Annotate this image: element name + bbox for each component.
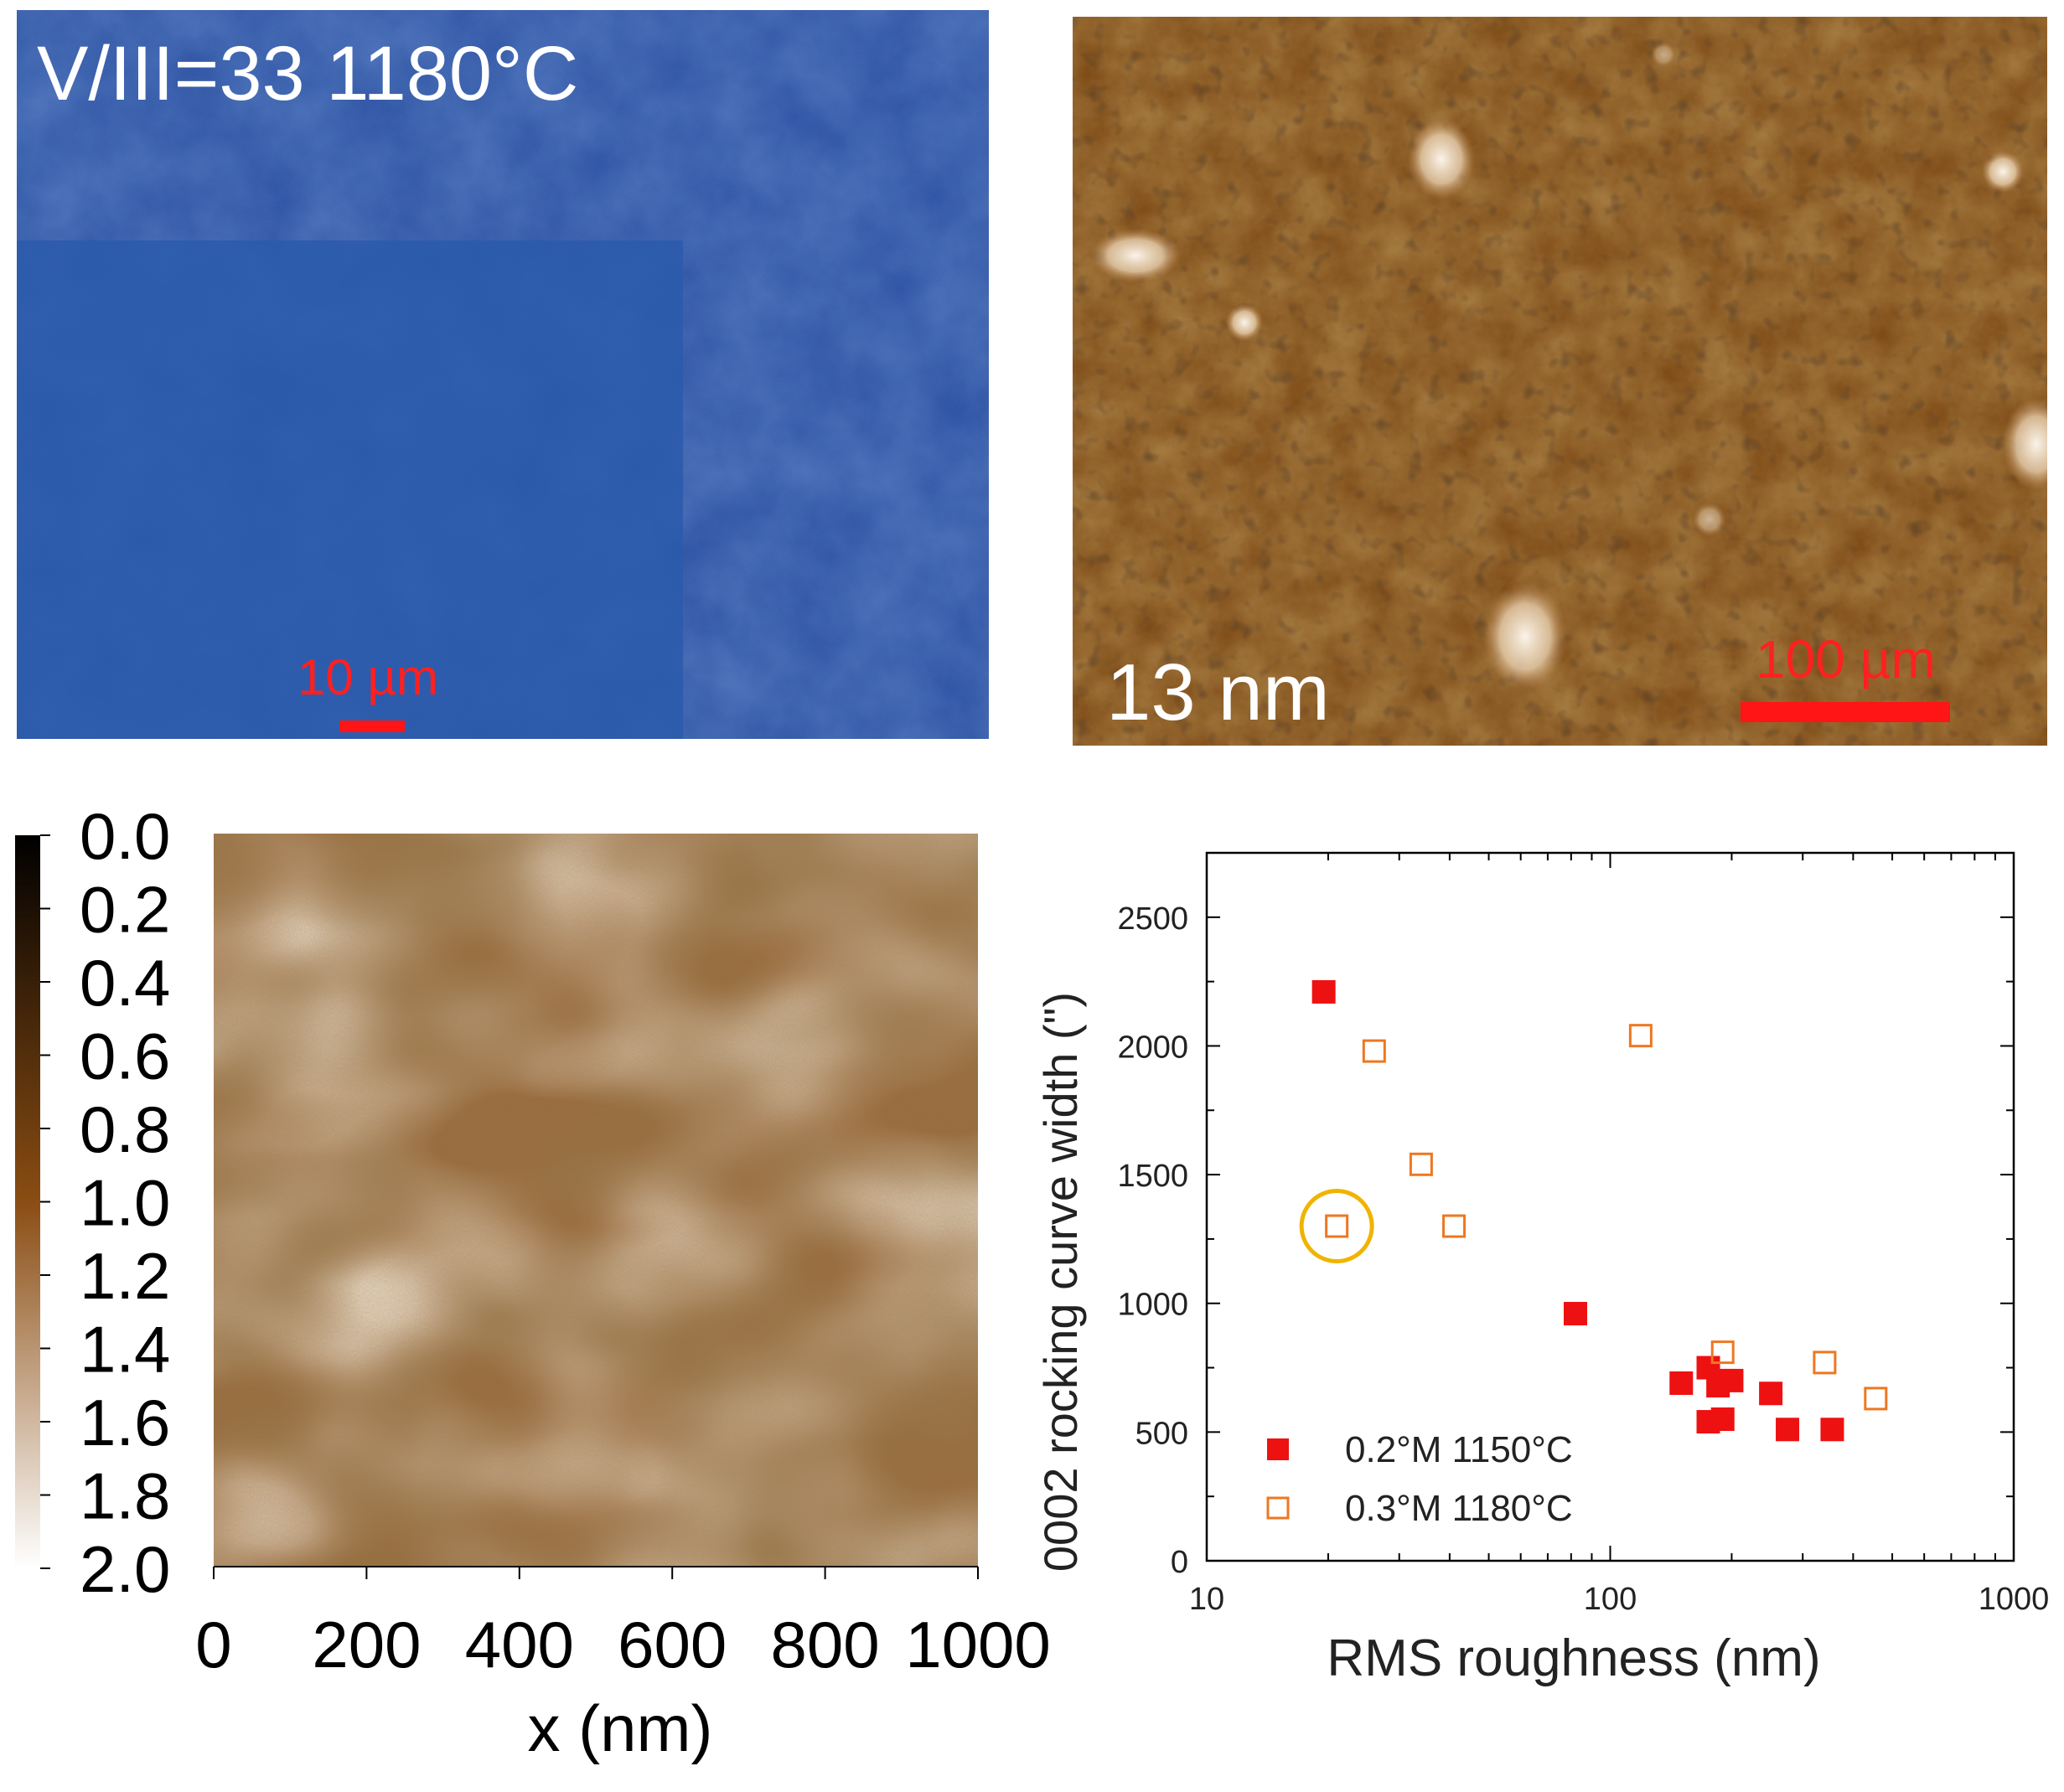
x-tick-label: 10 bbox=[1189, 1582, 1224, 1617]
x-tick-label: 100 bbox=[1584, 1582, 1637, 1617]
legend: 0.2°M 1150°C 0.3°M 1180°C bbox=[1266, 1429, 1573, 1529]
x-tick-label: 0 bbox=[195, 1608, 231, 1681]
rocking-curve-scatter: 0 500 1000 1500 2000 2500 10 100 1000 0.2°M 1150… bbox=[1034, 851, 2050, 1687]
colorbar-tick-label: 1.8 bbox=[80, 1459, 170, 1533]
y-tick-label: 1000 bbox=[1117, 1288, 1188, 1323]
scale-bar-label: 100 µm bbox=[1756, 629, 1936, 689]
colorbar-tick-label: 0.6 bbox=[80, 1020, 170, 1093]
colorbar-tick-label: 1.4 bbox=[80, 1313, 170, 1387]
colorbar-tick-label: 0.2 bbox=[80, 873, 170, 947]
data-point-series-2 bbox=[1628, 1024, 1653, 1048]
highlight-circle bbox=[1299, 1189, 1374, 1264]
colorbar-gradient bbox=[15, 835, 40, 1568]
afm-texture bbox=[1073, 17, 2047, 746]
y-tick-label: 1500 bbox=[1117, 1159, 1188, 1194]
afm-height-image bbox=[214, 834, 978, 1567]
data-point-series-2 bbox=[1864, 1387, 1888, 1411]
afm-height-map-figure: 0.00.20.40.60.81.01.21.41.61.82.0 0 200 40… bbox=[15, 804, 1051, 1765]
data-point-series-1 bbox=[1669, 1371, 1694, 1395]
colorbar-tick-label: 0.8 bbox=[80, 1092, 170, 1166]
data-point-series-1 bbox=[1311, 979, 1336, 1004]
x-axis: 0 200 400 600 800 1000 x (nm) bbox=[195, 1566, 1051, 1765]
data-point-series-2 bbox=[1362, 1039, 1386, 1063]
legend-label: 0.2°M 1150°C bbox=[1345, 1429, 1573, 1470]
plot-frame bbox=[1205, 851, 2015, 1562]
x-tick-label: 800 bbox=[771, 1608, 880, 1681]
colorbar: 0.00.20.40.60.81.01.21.41.61.82.0 bbox=[15, 804, 170, 1606]
x-axis-label: RMS roughness (nm) bbox=[1327, 1629, 1820, 1687]
data-point-series-1 bbox=[1820, 1418, 1844, 1442]
data-point-series-2 bbox=[1710, 1340, 1735, 1365]
scale-bar bbox=[339, 720, 405, 732]
data-point-series-2 bbox=[1813, 1350, 1837, 1375]
colorbar-tick-label: 1.2 bbox=[80, 1239, 170, 1313]
colorbar-tick-label: 1.6 bbox=[80, 1386, 170, 1459]
rms-roughness-label: 13 nm bbox=[1106, 648, 1330, 737]
data-point-series-1 bbox=[1759, 1381, 1783, 1406]
colorbar-tick-label: 1.0 bbox=[80, 1166, 170, 1240]
y-tick-label: 500 bbox=[1135, 1416, 1188, 1451]
growth-condition-label: V/III=33 1180°C bbox=[37, 31, 579, 116]
scale-bar bbox=[1741, 702, 1950, 722]
y-tick-label: 2000 bbox=[1117, 1030, 1188, 1065]
data-point-series-1 bbox=[1710, 1407, 1735, 1431]
legend-marker bbox=[1266, 1496, 1290, 1520]
y-tick-label: 2500 bbox=[1117, 901, 1188, 937]
optical-micrograph: V/III=33 1180°C 10 µm bbox=[17, 10, 989, 739]
x-tick-label: 1000 bbox=[1979, 1582, 2050, 1617]
y-tick-label: 0 bbox=[1171, 1545, 1188, 1580]
x-tick-label: 400 bbox=[465, 1608, 574, 1681]
x-tick-label: 1000 bbox=[905, 1608, 1051, 1681]
colorbar-tick-label: 0.0 bbox=[80, 804, 170, 873]
data-point-series-2 bbox=[1442, 1214, 1467, 1238]
x-tick-label: 600 bbox=[618, 1608, 727, 1681]
scale-bar-label: 10 µm bbox=[297, 649, 438, 705]
optical-texture bbox=[17, 10, 989, 739]
data-point-series-1 bbox=[1776, 1418, 1800, 1442]
afm-large-area: 13 nm 100 µm bbox=[1073, 17, 2047, 746]
y-axis-label: 0002 rocking curve width (") bbox=[1034, 992, 1087, 1572]
x-tick-label: 200 bbox=[312, 1608, 421, 1681]
legend-marker bbox=[1267, 1438, 1289, 1460]
colorbar-tick-label: 0.4 bbox=[80, 946, 170, 1020]
data-point-series-2 bbox=[1409, 1152, 1433, 1176]
legend-label: 0.3°M 1180°C bbox=[1345, 1488, 1573, 1529]
data-point-series-2 bbox=[1325, 1214, 1349, 1238]
x-axis-label: x (nm) bbox=[528, 1691, 713, 1765]
colorbar-tick-label: 2.0 bbox=[80, 1532, 170, 1606]
data-point-series-1 bbox=[1720, 1368, 1744, 1392]
data-point-series-1 bbox=[1564, 1302, 1588, 1326]
